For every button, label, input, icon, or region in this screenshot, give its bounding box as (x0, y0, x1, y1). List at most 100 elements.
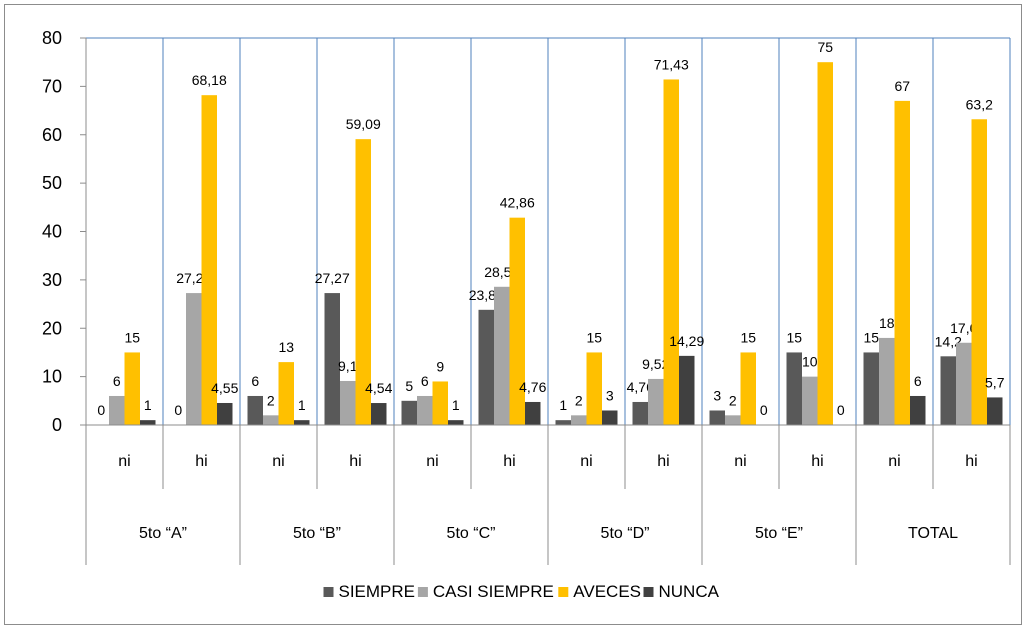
bar-nunca (602, 410, 618, 425)
legend-swatch-siempre (323, 587, 334, 597)
bar-aveces (663, 79, 679, 426)
bar-siempre (786, 352, 802, 425)
data-label: 4,55 (211, 380, 238, 396)
bar-casi-siempre (186, 293, 202, 425)
data-label: 15 (740, 329, 756, 345)
group-label: 5to “A” (139, 525, 187, 542)
group-label: 5to “B” (293, 525, 341, 542)
bar-siempre (478, 309, 494, 425)
data-label: 6 (421, 373, 429, 389)
data-label: 67 (894, 78, 910, 94)
bar-siempre (401, 400, 417, 425)
y-tick-label: 70 (42, 76, 62, 96)
bar-nunca (371, 403, 387, 425)
data-label: 14,2 (935, 333, 962, 349)
data-label: 2 (729, 392, 737, 408)
bar-siempre (632, 401, 648, 425)
data-label: 15 (786, 329, 802, 345)
bar-nunca (679, 355, 695, 425)
data-label: 0 (760, 402, 768, 418)
data-label: 3 (606, 387, 614, 403)
legend-label-nunca: NUNCA (659, 582, 720, 601)
data-label: 1 (298, 397, 306, 413)
bar-casi-siempre (956, 342, 972, 425)
bar-casi-siempre (879, 337, 895, 425)
legend-swatch-nunca (643, 587, 654, 597)
data-label: 2 (575, 392, 583, 408)
legend-swatch-casi-siempre (417, 587, 428, 597)
legend-swatch-aveces (558, 587, 569, 597)
data-label: 9,52 (642, 356, 669, 372)
data-label: 1 (559, 397, 567, 413)
data-label: 59,09 (346, 116, 381, 132)
bar-casi-siempre (725, 415, 741, 425)
legend-label-casi-siempre: CASI SIEMPRE (433, 582, 554, 601)
bar-aveces (894, 100, 910, 425)
y-tick-label: 60 (42, 125, 62, 145)
y-tick-label: 50 (42, 173, 62, 193)
bar-nunca (525, 401, 541, 425)
group-label: TOTAL (908, 525, 958, 542)
category-label: ni (888, 453, 900, 470)
data-label: 13 (278, 339, 294, 355)
bar-aveces (586, 352, 602, 425)
category-label: hi (657, 453, 669, 470)
bar-nunca (140, 420, 156, 425)
data-label: 75 (817, 39, 833, 55)
category-label: hi (195, 453, 207, 470)
data-label: 17,0 (950, 320, 977, 336)
y-tick-label: 30 (42, 270, 62, 290)
category-label: ni (272, 453, 284, 470)
bar-siempre (324, 293, 340, 425)
y-tick-label: 80 (42, 28, 62, 48)
data-label: 0 (174, 402, 182, 418)
group-label: 5to “E” (755, 525, 803, 542)
data-label: 15 (863, 329, 879, 345)
data-label: 4,54 (365, 380, 392, 396)
data-label: 9 (436, 358, 444, 374)
bar-casi-siempre (340, 380, 356, 425)
data-label: 0 (97, 402, 105, 418)
category-label: hi (965, 453, 977, 470)
category-label: hi (811, 453, 823, 470)
data-label: 15 (124, 329, 140, 345)
data-label: 68,18 (192, 72, 227, 88)
data-label: 6 (251, 373, 259, 389)
bar-aveces (817, 62, 833, 425)
data-label: 27,27 (315, 270, 350, 286)
data-label: 10 (802, 354, 818, 370)
bar-aveces (740, 352, 756, 425)
bar-nunca (217, 402, 233, 425)
y-tick-label: 20 (42, 318, 62, 338)
data-label: 2 (267, 392, 275, 408)
data-label: 14,29 (669, 333, 704, 349)
data-label: 0 (837, 402, 845, 418)
bar-casi-siempre (263, 415, 279, 425)
bar-nunca (910, 395, 926, 425)
bar-casi-siempre (802, 376, 818, 425)
legend-label-aveces: AVECES (573, 582, 641, 601)
data-label: 4,76 (519, 379, 546, 395)
group-label: 5to “C” (447, 525, 496, 542)
bar-aveces (355, 139, 371, 425)
bar-casi-siempre (109, 395, 125, 425)
y-tick-label: 10 (42, 367, 62, 387)
bar-casi-siempre (648, 378, 664, 425)
bar-aveces (509, 217, 525, 425)
data-label: 9,1 (338, 358, 358, 374)
data-label: 18 (879, 315, 895, 331)
data-label: 1 (144, 397, 152, 413)
y-tick-label: 0 (52, 415, 62, 435)
bar-siempre (247, 395, 263, 425)
data-label: 42,86 (500, 195, 535, 211)
data-label: 5,7 (985, 374, 1005, 390)
data-label: 15 (586, 329, 602, 345)
bar-casi-siempre (494, 286, 510, 425)
category-label: hi (349, 453, 361, 470)
data-label: 6 (914, 373, 922, 389)
group-label: 5to “D” (601, 525, 650, 542)
category-label: ni (734, 453, 746, 470)
bar-casi-siempre (417, 395, 433, 425)
bar-aveces (124, 352, 140, 425)
